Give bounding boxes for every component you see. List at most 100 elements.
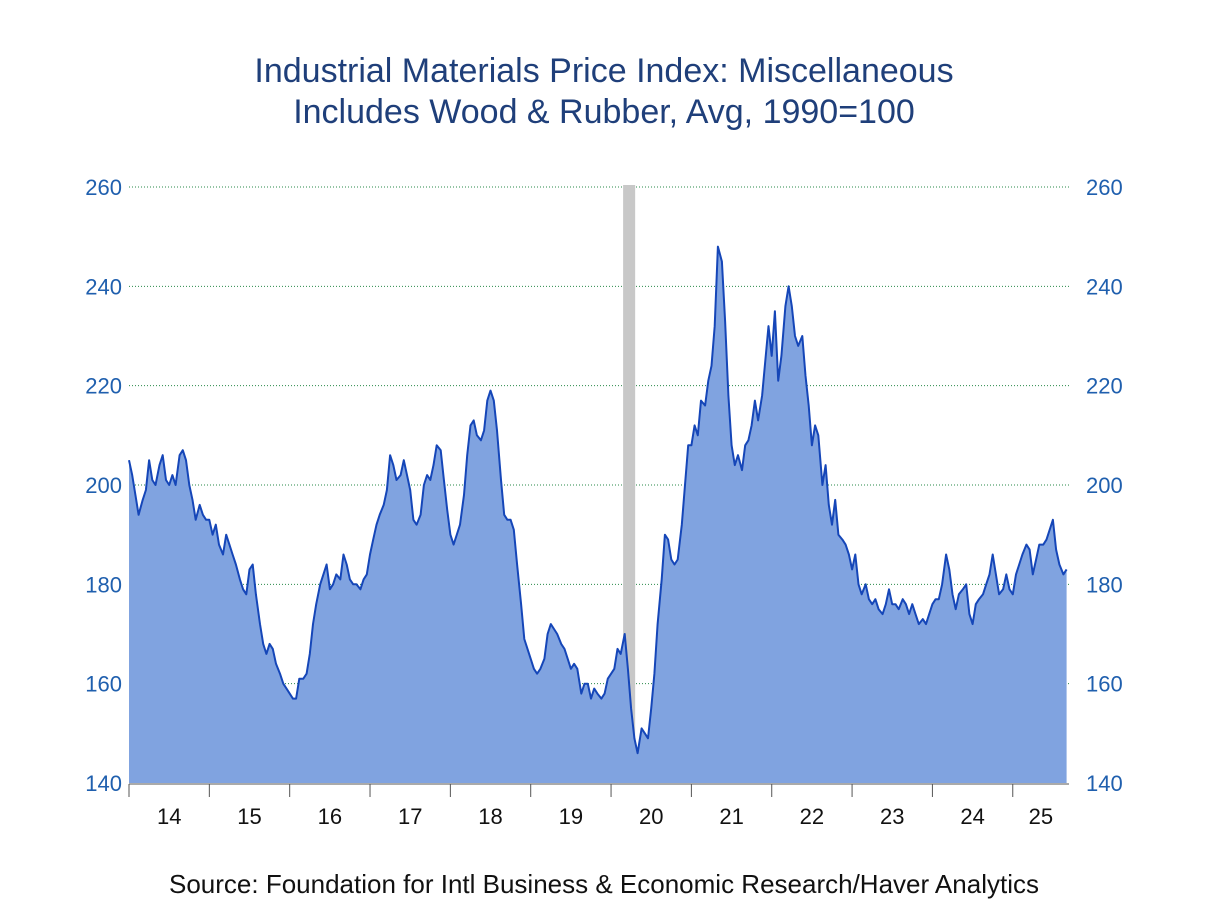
data-point-56 bbox=[315, 603, 317, 605]
data-point-142 bbox=[604, 693, 606, 695]
data-point-191 bbox=[768, 325, 770, 327]
data-point-101 bbox=[466, 454, 468, 456]
data-point-72 bbox=[369, 554, 371, 556]
data-point-102 bbox=[470, 424, 472, 426]
data-point-21 bbox=[199, 504, 201, 506]
data-point-252 bbox=[972, 623, 974, 625]
data-point-207 bbox=[821, 484, 823, 486]
data-point-53 bbox=[306, 673, 308, 675]
data-point-173 bbox=[707, 380, 709, 382]
series-line bbox=[128, 245, 1068, 755]
y-right-label-140: 140 bbox=[1086, 771, 1123, 796]
data-point-278 bbox=[1058, 564, 1060, 566]
data-point-256 bbox=[985, 583, 987, 585]
data-point-41 bbox=[265, 653, 267, 655]
data-point-20 bbox=[195, 519, 197, 521]
data-point-22 bbox=[202, 514, 204, 516]
data-point-204 bbox=[811, 444, 813, 446]
chart-title: Industrial Materials Price Index: Miscel… bbox=[254, 52, 954, 90]
data-point-156 bbox=[650, 708, 652, 710]
data-point-93 bbox=[440, 449, 442, 451]
y-left-label-180: 180 bbox=[85, 572, 122, 597]
data-point-115 bbox=[513, 529, 515, 531]
y-left-label-140: 140 bbox=[85, 771, 122, 796]
data-point-55 bbox=[312, 623, 314, 625]
data-point-63 bbox=[339, 578, 341, 580]
data-point-112 bbox=[503, 514, 505, 516]
data-point-121 bbox=[533, 668, 535, 670]
data-point-237 bbox=[922, 618, 924, 620]
data-point-158 bbox=[657, 623, 659, 625]
x-tick-label-22: 22 bbox=[800, 804, 824, 829]
data-point-280 bbox=[1066, 568, 1068, 570]
data-point-129 bbox=[560, 643, 562, 645]
data-point-172 bbox=[704, 405, 706, 407]
data-point-192 bbox=[771, 355, 773, 357]
data-point-16 bbox=[182, 449, 184, 451]
data-point-230 bbox=[898, 608, 900, 610]
data-point-219 bbox=[861, 593, 863, 595]
data-point-61 bbox=[332, 583, 334, 585]
y-right-label-260: 260 bbox=[1086, 175, 1123, 200]
data-point-232 bbox=[905, 603, 907, 605]
data-point-62 bbox=[335, 573, 337, 575]
data-point-28 bbox=[222, 554, 224, 556]
data-point-85 bbox=[412, 519, 414, 521]
data-point-263 bbox=[1009, 588, 1011, 590]
data-point-260 bbox=[998, 593, 1000, 595]
data-point-60 bbox=[329, 588, 331, 590]
data-point-277 bbox=[1055, 549, 1057, 551]
data-point-268 bbox=[1025, 544, 1027, 546]
data-point-140 bbox=[596, 693, 598, 695]
data-point-184 bbox=[744, 444, 746, 446]
data-point-183 bbox=[741, 469, 743, 471]
data-point-130 bbox=[564, 648, 566, 650]
data-point-182 bbox=[737, 454, 739, 456]
data-point-71 bbox=[366, 573, 368, 575]
data-point-180 bbox=[731, 444, 733, 446]
data-point-234 bbox=[911, 603, 913, 605]
data-point-248 bbox=[958, 593, 960, 595]
data-point-90 bbox=[429, 479, 431, 481]
data-point-144 bbox=[610, 673, 612, 675]
data-point-186 bbox=[751, 424, 753, 426]
data-point-246 bbox=[952, 593, 954, 595]
data-point-64 bbox=[343, 554, 345, 556]
data-point-7 bbox=[151, 479, 153, 481]
data-point-273 bbox=[1042, 544, 1044, 546]
data-point-88 bbox=[423, 484, 425, 486]
data-point-218 bbox=[858, 583, 860, 585]
data-point-247 bbox=[955, 608, 957, 610]
data-point-8 bbox=[155, 484, 157, 486]
data-point-107 bbox=[486, 400, 488, 402]
data-point-132 bbox=[570, 668, 572, 670]
data-point-75 bbox=[379, 514, 381, 516]
data-point-241 bbox=[935, 598, 937, 600]
gridlines bbox=[129, 186, 1069, 685]
data-point-31 bbox=[232, 554, 234, 556]
data-point-170 bbox=[697, 434, 699, 436]
data-point-136 bbox=[584, 683, 586, 685]
data-point-212 bbox=[837, 534, 839, 536]
data-point-87 bbox=[420, 514, 422, 516]
data-point-165 bbox=[681, 524, 683, 526]
data-point-58 bbox=[322, 573, 324, 575]
data-point-138 bbox=[590, 698, 592, 700]
data-point-46 bbox=[282, 683, 284, 685]
data-point-99 bbox=[459, 524, 461, 526]
data-point-188 bbox=[757, 419, 759, 421]
data-point-149 bbox=[627, 668, 629, 670]
data-point-159 bbox=[661, 578, 663, 580]
data-point-154 bbox=[644, 732, 646, 734]
data-point-24 bbox=[208, 519, 210, 521]
data-point-225 bbox=[882, 613, 884, 615]
data-point-223 bbox=[874, 598, 876, 600]
data-point-240 bbox=[931, 603, 933, 605]
data-point-243 bbox=[941, 583, 943, 585]
x-tick-label-14: 14 bbox=[157, 804, 181, 829]
data-point-14 bbox=[175, 484, 177, 486]
data-point-6 bbox=[148, 459, 150, 461]
data-point-118 bbox=[523, 638, 525, 640]
x-tick-label-19: 19 bbox=[559, 804, 583, 829]
data-point-91 bbox=[433, 464, 435, 466]
